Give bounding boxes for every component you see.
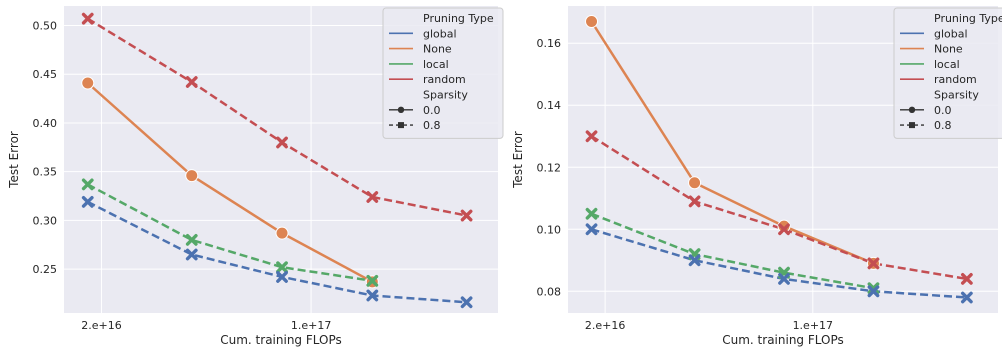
data-point-none (777, 219, 791, 233)
data-point-none (585, 15, 599, 29)
data-point-global (276, 271, 288, 283)
data-point-local (276, 261, 288, 274)
legend-marker (909, 122, 915, 129)
y-tick-label: 0.10 (537, 223, 562, 236)
legend-label: local (934, 58, 960, 71)
series-line-local (591, 212, 874, 290)
legend-label: 0.0 (934, 104, 952, 117)
data-point-random (460, 209, 473, 222)
y-tick-label: 0.08 (537, 285, 562, 298)
data-point-local (185, 234, 198, 246)
y-tick-label: 0.30 (33, 214, 58, 227)
legend-label: 0.8 (934, 119, 952, 132)
data-point-random (185, 76, 198, 88)
y-tick-label: 0.35 (33, 166, 58, 179)
legend: Pruning Type global None local random Sparsit… (382, 7, 504, 139)
data-point-global (366, 289, 379, 302)
data-point-random (960, 272, 973, 285)
data-point-local (81, 178, 94, 191)
x-tick-label: 1.e+17 (793, 319, 833, 332)
data-point-local (366, 274, 379, 287)
data-point-global (81, 195, 94, 208)
data-point-none (688, 176, 702, 190)
y-tick-label: 0.25 (33, 263, 58, 276)
legend-marker (398, 122, 404, 129)
y-axis-label: Test Error (7, 131, 21, 189)
data-point-global (585, 223, 598, 236)
legend-title: Sparsity (934, 89, 979, 102)
legend-label: global (934, 27, 968, 40)
legend-marker (908, 106, 916, 114)
series-line-local (87, 183, 373, 283)
data-point-random (778, 223, 790, 236)
y-tick-label: 0.12 (537, 161, 562, 174)
legend-title: Pruning Type (934, 12, 1002, 25)
data-point-none (81, 76, 95, 90)
data-point-local (585, 207, 598, 220)
data-point-global (960, 291, 973, 304)
legend-label: local (423, 58, 449, 71)
legend: Pruning Type global None local random Sparsit… (893, 7, 1002, 139)
data-point-random (81, 12, 94, 25)
y-axis-label: Test Error (511, 131, 525, 189)
legend-label: None (934, 43, 963, 56)
y-tick-label: 0.45 (33, 68, 58, 81)
y-tick-label: 0.14 (537, 99, 562, 112)
y-tick-label: 0.40 (33, 117, 58, 130)
legend-label: 0.8 (423, 119, 441, 132)
data-point-global (867, 285, 880, 298)
series-line-random (590, 135, 968, 281)
data-point-global (460, 296, 473, 309)
legend-label: random (423, 73, 466, 86)
x-axis-label: Cum. training FLOPs (220, 333, 342, 347)
data-point-random (688, 195, 701, 208)
legend-label: random (934, 73, 977, 86)
legend-label: global (423, 27, 457, 40)
data-point-none (275, 226, 289, 240)
legend-box (382, 7, 504, 139)
y-tick-label: 0.50 (33, 19, 58, 32)
data-point-global (688, 254, 701, 267)
x-tick-label: 1.e+17 (291, 319, 331, 332)
y-tick-label: 0.16 (537, 37, 562, 50)
data-point-none (185, 169, 199, 183)
series-line-none (86, 82, 373, 283)
chart-panel-1: 0.25 0.30 0.35 0.40 0.45 0.50 2.e+16 1.e+17Cum.… (7, 6, 504, 347)
data-point-global (185, 248, 198, 261)
data-point-random (867, 257, 880, 270)
legend-title: Sparsity (423, 89, 468, 102)
data-point-random (366, 191, 379, 203)
legend-marker (397, 106, 405, 114)
x-tick-label: 2.e+16 (585, 319, 625, 332)
data-point-random (585, 130, 598, 143)
data-point-local (867, 282, 880, 295)
data-point-global (778, 272, 790, 285)
data-point-random (276, 136, 288, 149)
x-tick-label: 2.e+16 (81, 319, 121, 332)
legend-box (893, 7, 1002, 139)
legend-label: None (423, 43, 452, 56)
series-line-none (590, 20, 874, 265)
legend-title: Pruning Type (423, 12, 494, 25)
x-axis-label: Cum. training FLOPs (722, 333, 844, 347)
legend-label: 0.0 (423, 104, 441, 117)
